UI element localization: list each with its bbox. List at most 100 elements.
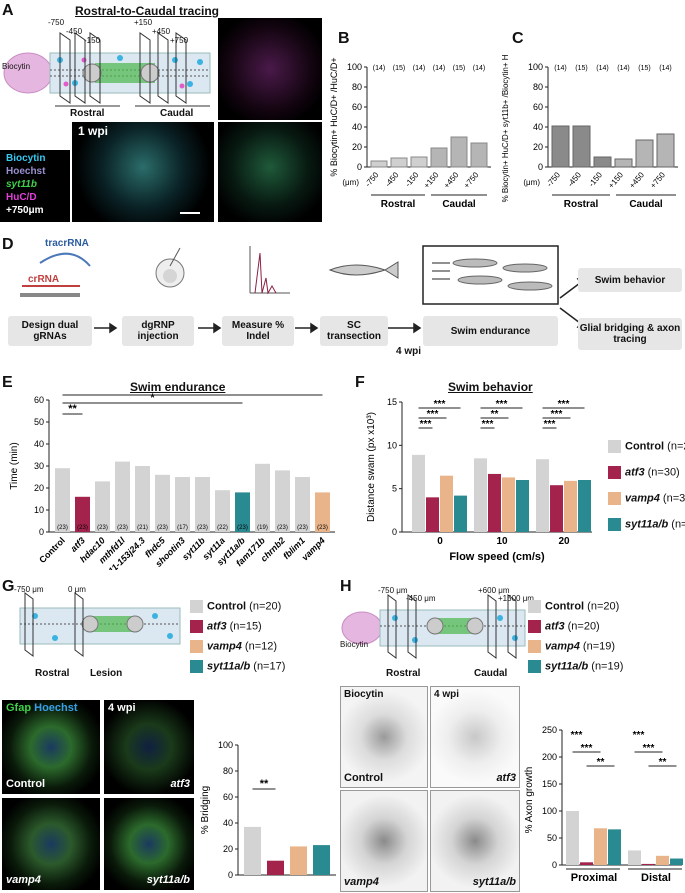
sig-label: *** [643, 743, 655, 754]
legend-n: (n=19) [579, 640, 616, 653]
n-label: (14) [617, 65, 629, 72]
sig-label: ** [491, 409, 499, 420]
micrograph-h-control: Biocytin Control [340, 686, 428, 788]
bar [550, 485, 563, 532]
x-tick-label: -450 [566, 170, 584, 188]
image-label: vamp4 [6, 874, 41, 886]
y-tick-label: 40 [34, 439, 44, 449]
channel-legend: Biocytin Hoechst syt11b HuC/D +750μm [0, 150, 70, 222]
image-label: atf3 [496, 772, 516, 784]
bar [290, 846, 307, 875]
position-label: -750 [48, 18, 65, 27]
bar [95, 481, 110, 532]
bar [412, 454, 425, 532]
group-label: Rostral [564, 199, 599, 210]
legend-position: +750μm [6, 205, 44, 216]
biocytin-label: Biocytin [340, 640, 369, 649]
y-tick-label: 80 [352, 82, 362, 92]
bar [426, 497, 439, 532]
bar [551, 125, 570, 168]
panel-label-g: G [2, 578, 15, 595]
timepoint-label: 4 wpi [434, 689, 460, 700]
legend-name: syt11a/b [207, 660, 251, 673]
n-label: (23) [297, 525, 308, 531]
image-label: Control [344, 772, 384, 784]
legend-name: Control [207, 600, 247, 613]
lesion-label: Lesion [90, 668, 123, 679]
lesion-schematic [19, 592, 181, 657]
legend-swatch [528, 600, 541, 613]
n-label: (23) [197, 525, 208, 531]
bar [614, 158, 633, 168]
bar [580, 862, 593, 865]
rostral-label: Rostral [35, 668, 70, 679]
micrograph-h-atf3: 4 wpi atf3 [430, 686, 520, 788]
y-tick-label: 80 [223, 766, 233, 776]
y-tick-label: 5 [392, 484, 397, 494]
bar [255, 463, 270, 532]
n-label: (17) [177, 525, 188, 531]
flow-step-endurance: Swim endurance [423, 316, 558, 346]
y-tick-label: 100 [218, 740, 233, 750]
micrograph-h-syt11ab: syt11a/b [430, 790, 520, 892]
image-label: atf3 [170, 778, 190, 790]
legend-swatch [608, 492, 621, 505]
y-tick-label: 40 [533, 122, 543, 132]
bar [578, 480, 591, 532]
legend-n: (n=28) [671, 518, 685, 531]
bar [608, 829, 621, 865]
bar [454, 495, 467, 532]
sig-label: *** [434, 399, 446, 410]
panel-label-e: E [2, 374, 13, 391]
sig-label: ** [659, 757, 667, 768]
x-tick-label: -150 [403, 170, 421, 188]
bar [135, 466, 150, 532]
bar [244, 826, 261, 875]
legend-entry: Control (n=20) [528, 600, 619, 613]
stain-gfap: Gfap [6, 702, 32, 714]
chart-b: 0 20 40 60 80 100 % Biocytin+ HuC/D+ /HuC/D+ (1… [329, 57, 491, 210]
bar [593, 156, 612, 168]
x-tick-label: +150 [422, 170, 441, 190]
sig-label: *** [581, 743, 593, 754]
x-tick-label: +150 [607, 170, 626, 190]
n-label: (15) [453, 65, 465, 72]
y-tick-label: 40 [352, 122, 362, 132]
rostral-label: Rostral [386, 668, 421, 679]
group-label: Caudal [442, 199, 476, 210]
y-tick-label: 30 [34, 461, 44, 471]
bar [516, 480, 529, 532]
sig-label: * [190, 392, 195, 396]
x-tick-label: -150 [587, 170, 605, 188]
legend-syt11b: syt11b [6, 179, 37, 190]
legend-name: atf3 [207, 620, 227, 633]
legend-swatch [190, 660, 203, 673]
bar [315, 492, 330, 532]
position-label: -150 [84, 36, 101, 45]
chart-g: 0 20 40 60 80 100 % Bridging ** [200, 740, 336, 880]
legend-swatch [608, 466, 621, 479]
y-tick-label: 20 [223, 844, 233, 854]
y-tick-label: 10 [34, 505, 44, 515]
biocytin-label: Biocytin [2, 62, 31, 71]
bar [440, 475, 453, 532]
legend-name: syt11a/b [545, 660, 589, 673]
bar [235, 492, 250, 532]
legend-entry: syt11a/b (n=28) [608, 518, 685, 531]
scale-bar [180, 212, 200, 214]
n-label: (23) [277, 525, 288, 531]
flow-step-injection: dgRNP injection [122, 316, 194, 346]
legend-entry: vamp4 (n=19) [528, 640, 615, 653]
image-label: Control [6, 778, 46, 790]
panel-label-d: D [2, 236, 14, 253]
legend-swatch [608, 518, 621, 531]
n-label: (14) [596, 65, 608, 72]
legend-name: syt11a/b [625, 518, 669, 531]
y-tick-label: 20 [34, 483, 44, 493]
bar [155, 474, 170, 532]
y-axis-label: % Axon growth [524, 767, 535, 834]
bar [75, 496, 90, 532]
legend-n: (n=30) [644, 466, 680, 479]
x-tick-label: +450 [628, 170, 647, 190]
sig-label: ** [597, 757, 605, 768]
